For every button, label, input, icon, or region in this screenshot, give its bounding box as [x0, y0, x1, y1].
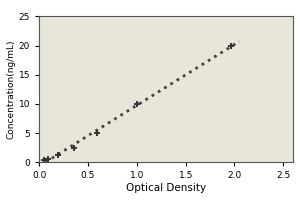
X-axis label: Optical Density: Optical Density — [126, 183, 206, 193]
Y-axis label: Concentration(ng/mL): Concentration(ng/mL) — [7, 40, 16, 139]
